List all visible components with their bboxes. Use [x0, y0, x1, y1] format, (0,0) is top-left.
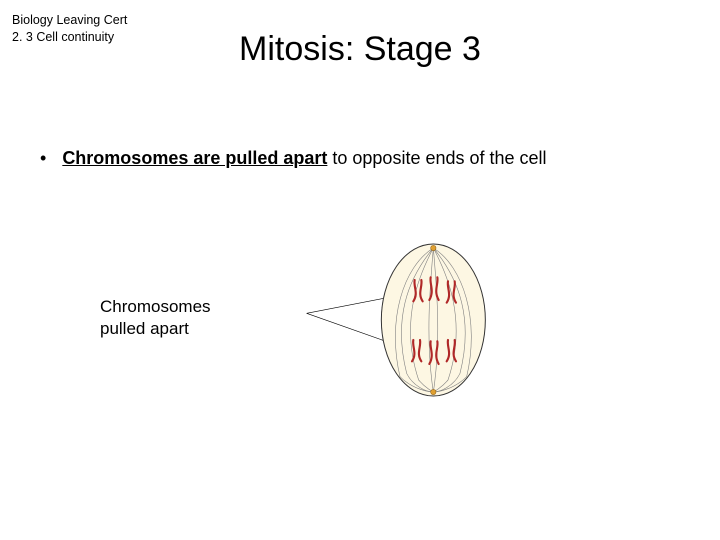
cell-diagram — [300, 200, 500, 440]
page-title: Mitosis: Stage 3 — [239, 30, 481, 69]
callout-label: Chromosomes pulled apart — [100, 296, 211, 340]
main-bullet: • Chromosomes are pulled apart to opposit… — [40, 148, 690, 169]
bullet-emph: Chromosomes are pulled apart — [62, 148, 327, 168]
header-line2: 2. 3 Cell continuity — [12, 30, 114, 44]
header-line1: Biology Leaving Cert — [12, 13, 127, 27]
callout-l1: Chromosomes — [100, 297, 211, 316]
cell-svg — [300, 200, 500, 440]
header-note: Biology Leaving Cert 2. 3 Cell continuit… — [12, 12, 127, 46]
callout-l2: pulled apart — [100, 319, 189, 338]
bullet-marker: • — [40, 148, 46, 169]
bullet-rest: to opposite ends of the cell — [327, 148, 546, 168]
